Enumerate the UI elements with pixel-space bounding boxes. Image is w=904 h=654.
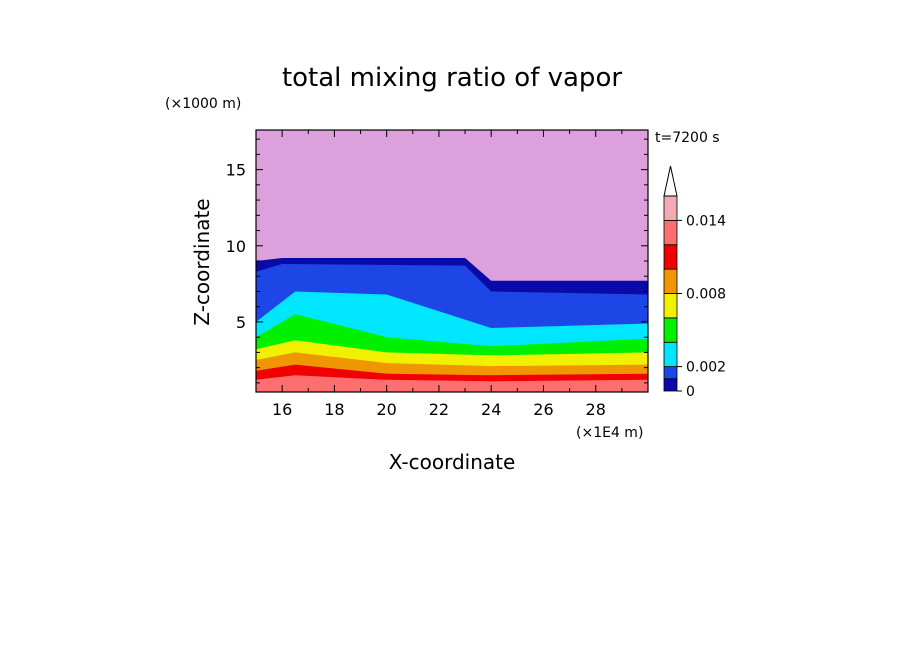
x-axis-unit: (×1E4 m): [576, 425, 643, 441]
x-tick-label: 16: [272, 400, 292, 419]
contour-field: [256, 130, 648, 392]
x-axis-ticks: 16 18 20 22 24 26 28: [255, 130, 649, 419]
x-tick-label: 26: [533, 400, 553, 419]
y-tick-label: 5: [236, 313, 246, 332]
y-axis-ticks: 5 10 15: [226, 138, 648, 384]
colorbar-tick-label: 0.002: [686, 360, 726, 376]
y-axis-label: Z-coordinate: [190, 198, 214, 325]
colorbar-extend-arrow: [663, 165, 678, 197]
colorbar-swatch: [663, 268, 678, 294]
colorbar: 0 0.002 0.008 0.014: [663, 165, 726, 400]
x-tick-label: 28: [586, 400, 606, 419]
colorbar-swatch: [663, 366, 678, 380]
colorbar-swatch: [663, 293, 678, 319]
colorbar-swatch: [663, 317, 678, 343]
x-axis-label: X-coordinate: [389, 450, 516, 474]
x-tick-label: 24: [481, 400, 501, 419]
y-axis-unit: (×1000 m): [165, 96, 241, 112]
chart-title: total mixing ratio of vapor: [282, 63, 622, 93]
colorbar-swatch: [663, 244, 678, 270]
colorbar-swatch: [663, 378, 678, 392]
y-tick-label: 10: [226, 237, 246, 256]
time-label: t=7200 s: [655, 130, 720, 146]
colorbar-swatch: [663, 341, 678, 368]
colorbar-tick-label: 0.008: [686, 287, 726, 303]
colorbar-swatch: [663, 195, 678, 221]
contour-band-8: [256, 375, 648, 392]
colorbar-tick-label: 0.014: [686, 213, 726, 229]
x-tick-label: 18: [324, 400, 344, 419]
x-tick-label: 20: [376, 400, 396, 419]
colorbar-tick-label: 0: [686, 384, 695, 400]
x-tick-label: 22: [429, 400, 449, 419]
y-tick-label: 15: [226, 161, 246, 180]
colorbar-swatch: [663, 219, 678, 246]
